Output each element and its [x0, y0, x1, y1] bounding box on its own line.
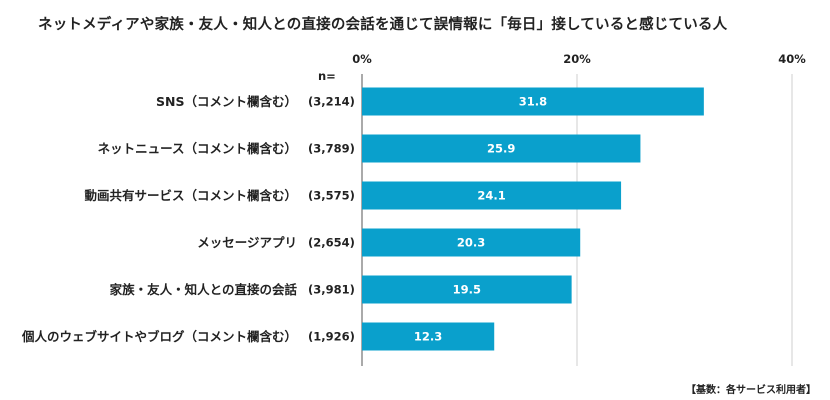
bar-6 — [362, 322, 495, 351]
bar-value-label-3: 24.1 — [477, 189, 505, 203]
bar-value-label-6: 12.3 — [414, 330, 442, 344]
bar-value-label-2: 25.9 — [487, 142, 515, 156]
bar-value-label-1: 31.8 — [519, 95, 547, 109]
category-label-6: 個人のウェブサイトやブログ（コメント欄含む） — [21, 329, 297, 344]
sample-size-2: (3,789) — [308, 142, 355, 156]
x-tick-label-40: 40% — [778, 52, 806, 66]
sample-size-4: (2,654) — [308, 236, 355, 250]
bar-value-label-5: 19.5 — [453, 283, 481, 297]
base-footnote: 【基数：各サービス利用者】 — [686, 385, 816, 396]
category-label-2: ネットニュース（コメント欄含む） — [98, 141, 297, 156]
x-tick-label-20: 20% — [563, 52, 591, 66]
bar-4 — [362, 228, 581, 257]
category-label-3: 動画共有サービス（コメント欄含む） — [84, 188, 297, 203]
bar-1 — [362, 87, 704, 116]
chart-title: ネットメディアや家族・友人・知人との直接の会話を通じて誤情報に「毎日」接している… — [38, 17, 728, 33]
x-tick-label-0: 0% — [352, 52, 372, 66]
bar-value-label-4: 20.3 — [457, 236, 485, 250]
sample-size-header: n= — [318, 69, 336, 83]
sample-size-3: (3,575) — [308, 189, 355, 203]
sample-size-6: (1,926) — [308, 330, 355, 344]
bar-3 — [362, 181, 622, 210]
category-label-5: 家族・友人・知人との直接の会話 — [110, 282, 298, 297]
category-label-1: SNS（コメント欄含む） — [156, 94, 297, 109]
bar-5 — [362, 275, 572, 304]
category-label-4: メッセージアプリ — [197, 235, 297, 250]
sample-size-5: (3,981) — [308, 283, 355, 297]
bar-2 — [362, 134, 641, 163]
sample-size-1: (3,214) — [308, 95, 355, 109]
